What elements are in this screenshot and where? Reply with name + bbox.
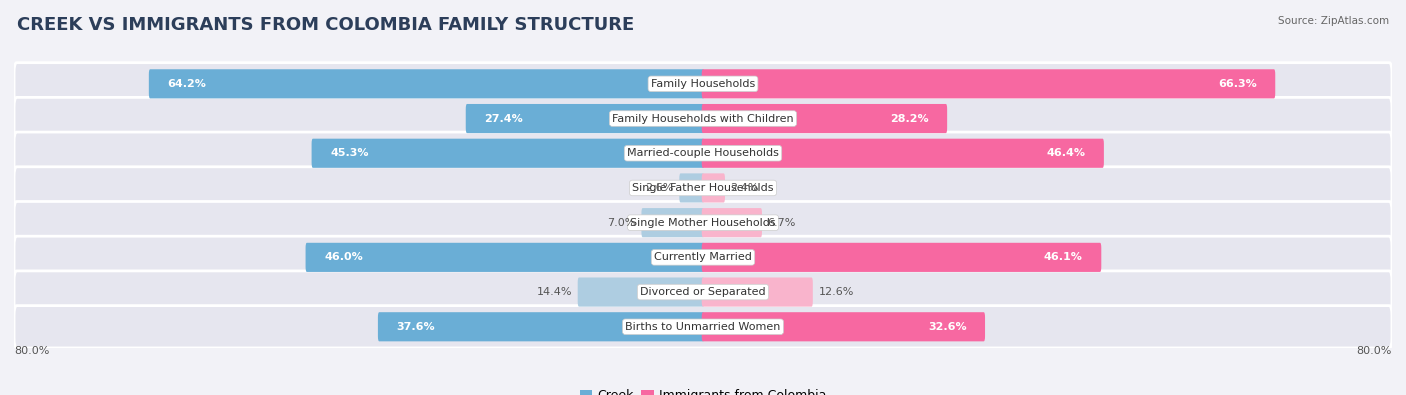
FancyBboxPatch shape — [14, 63, 1392, 105]
Text: 64.2%: 64.2% — [167, 79, 207, 89]
FancyBboxPatch shape — [702, 173, 725, 203]
Text: 80.0%: 80.0% — [1357, 346, 1392, 356]
Text: 45.3%: 45.3% — [330, 148, 368, 158]
Text: Births to Unmarried Women: Births to Unmarried Women — [626, 322, 780, 332]
Text: Single Father Households: Single Father Households — [633, 183, 773, 193]
Text: Currently Married: Currently Married — [654, 252, 752, 262]
FancyBboxPatch shape — [14, 201, 1392, 244]
FancyBboxPatch shape — [312, 139, 704, 168]
Text: 46.0%: 46.0% — [323, 252, 363, 262]
FancyBboxPatch shape — [702, 278, 813, 307]
Text: CREEK VS IMMIGRANTS FROM COLOMBIA FAMILY STRUCTURE: CREEK VS IMMIGRANTS FROM COLOMBIA FAMILY… — [17, 16, 634, 34]
Text: 46.1%: 46.1% — [1043, 252, 1083, 262]
Text: 7.0%: 7.0% — [607, 218, 636, 228]
FancyBboxPatch shape — [702, 69, 1275, 98]
Text: 2.6%: 2.6% — [645, 183, 673, 193]
Text: 28.2%: 28.2% — [890, 113, 928, 124]
Text: 12.6%: 12.6% — [818, 287, 853, 297]
Text: Divorced or Separated: Divorced or Separated — [640, 287, 766, 297]
FancyBboxPatch shape — [14, 132, 1392, 175]
FancyBboxPatch shape — [305, 243, 704, 272]
FancyBboxPatch shape — [702, 312, 986, 341]
FancyBboxPatch shape — [702, 208, 762, 237]
Text: Married-couple Households: Married-couple Households — [627, 148, 779, 158]
Text: 37.6%: 37.6% — [396, 322, 434, 332]
FancyBboxPatch shape — [679, 173, 704, 203]
Legend: Creek, Immigrants from Colombia: Creek, Immigrants from Colombia — [575, 384, 831, 395]
Text: 14.4%: 14.4% — [537, 287, 572, 297]
FancyBboxPatch shape — [149, 69, 704, 98]
FancyBboxPatch shape — [378, 312, 704, 341]
FancyBboxPatch shape — [702, 243, 1101, 272]
Text: 6.7%: 6.7% — [768, 218, 796, 228]
Text: 32.6%: 32.6% — [928, 322, 966, 332]
Text: 27.4%: 27.4% — [484, 113, 523, 124]
FancyBboxPatch shape — [14, 236, 1392, 278]
FancyBboxPatch shape — [702, 104, 948, 133]
FancyBboxPatch shape — [578, 278, 704, 307]
Text: Single Mother Households: Single Mother Households — [630, 218, 776, 228]
FancyBboxPatch shape — [14, 306, 1392, 348]
Text: 66.3%: 66.3% — [1218, 79, 1257, 89]
FancyBboxPatch shape — [14, 167, 1392, 209]
Text: 80.0%: 80.0% — [14, 346, 49, 356]
Text: Family Households with Children: Family Households with Children — [612, 113, 794, 124]
FancyBboxPatch shape — [465, 104, 704, 133]
FancyBboxPatch shape — [14, 271, 1392, 313]
Text: 2.4%: 2.4% — [731, 183, 759, 193]
Text: Source: ZipAtlas.com: Source: ZipAtlas.com — [1278, 16, 1389, 26]
Text: Family Households: Family Households — [651, 79, 755, 89]
FancyBboxPatch shape — [14, 98, 1392, 140]
Text: 46.4%: 46.4% — [1046, 148, 1085, 158]
FancyBboxPatch shape — [641, 208, 704, 237]
FancyBboxPatch shape — [702, 139, 1104, 168]
